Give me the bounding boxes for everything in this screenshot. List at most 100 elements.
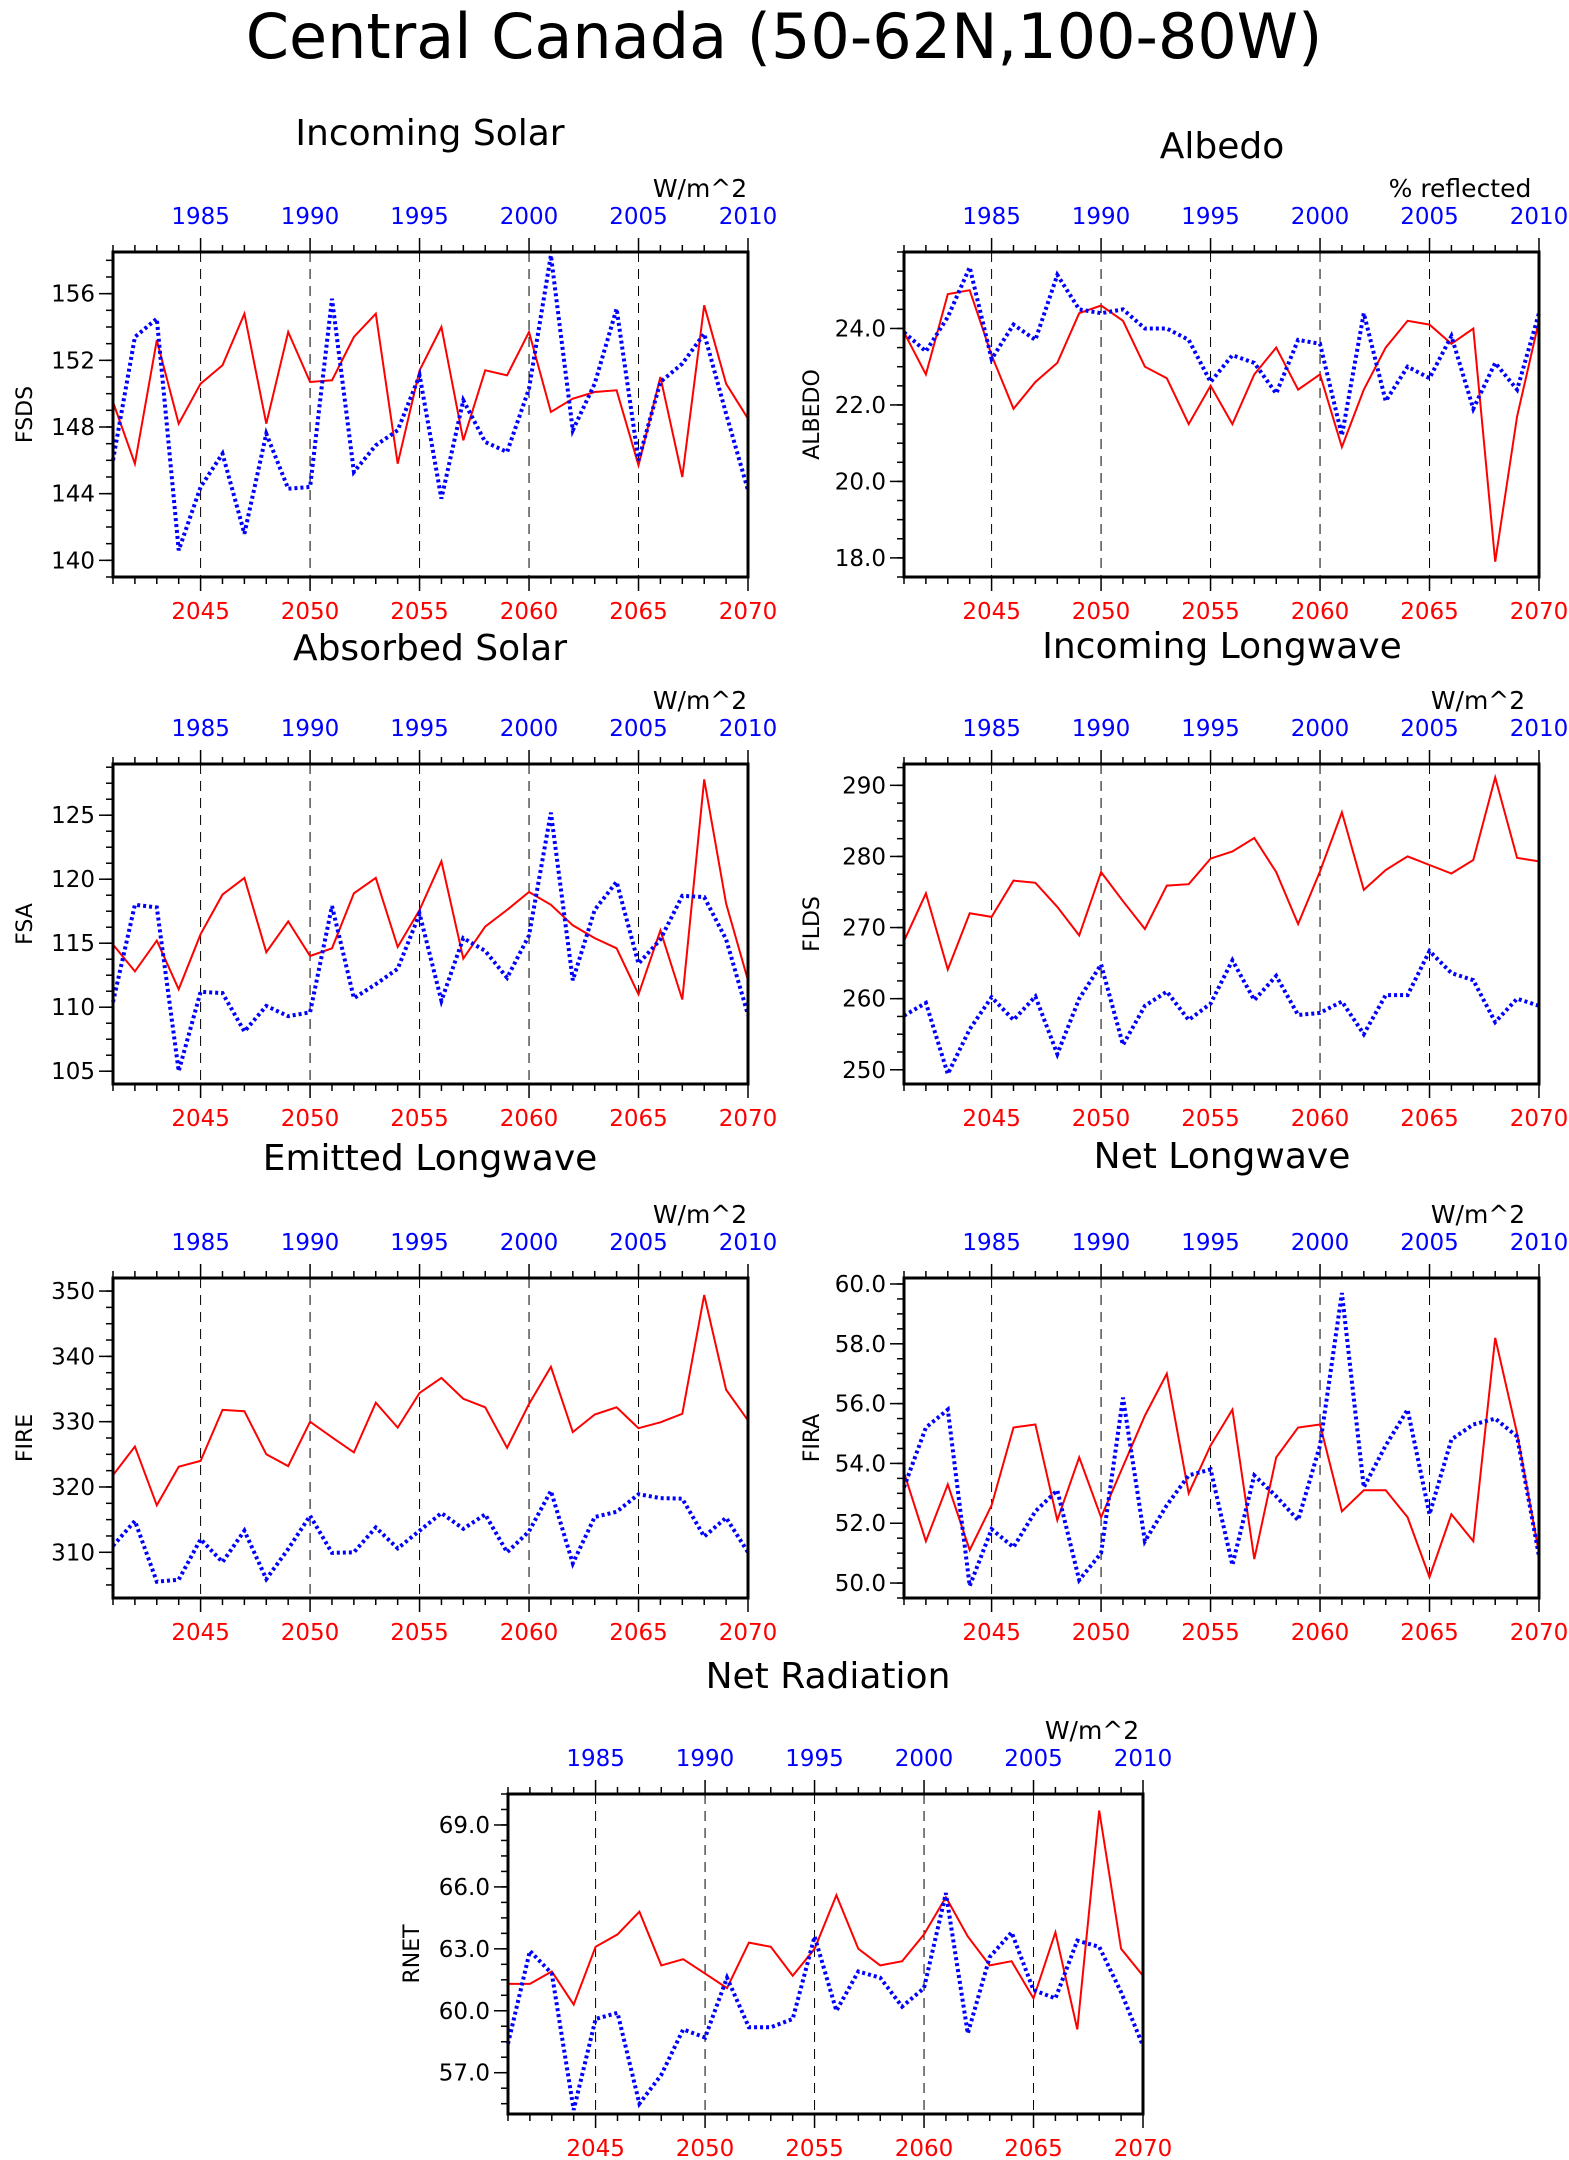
series-line-blue [506,1892,1145,2111]
series-line-red [903,289,1540,562]
x-tick-label: 2045 [962,599,1021,625]
x-top-tick-label: 2000 [1291,204,1350,230]
x-tick-label: 2055 [1181,599,1240,625]
y-axis-label: FIRE [13,1414,38,1462]
y-tick-label: 120 [51,867,95,893]
y-tick-label: 320 [51,1475,95,1501]
y-tick-label: 56.0 [835,1392,886,1418]
x-tick-label: 2050 [1072,1106,1131,1132]
units-label: W/m^2 [653,174,747,203]
panel-flds: Incoming Longwave W/m^2 FLDS 2045 2050 2055 20… [800,626,1568,1132]
x-tick-label: 2055 [1181,1620,1240,1646]
panel-rnet: Net Radiation W/m^2 RNET 2045 2050 2055 2060 20… [400,1656,1172,2160]
y-tick-label: 52.0 [835,1511,886,1537]
x-top-tick-label: 2010 [719,1230,778,1256]
x-top-tick-label: 2010 [719,204,778,230]
x-top-tick-label: 1995 [785,1746,844,1772]
series-line-red [112,1294,749,1508]
y-tick-label: 290 [842,773,886,799]
y-axis-label: FLDS [800,896,825,952]
x-top-tick-label: 1985 [171,716,230,742]
x-top-tick-label: 2000 [500,1230,559,1256]
x-top-tick-label: 1990 [1072,1230,1131,1256]
y-tick-label: 250 [842,1058,886,1084]
y-tick-label: 57.0 [439,2061,490,2087]
x-top-tick-label: 1995 [1181,716,1240,742]
x-tick-label: 2065 [1004,2136,1063,2160]
chart-panels: Incoming Solar W/m^2 FSDS 2045 2050 2055 2060 2… [13,113,1568,2160]
panel-fsa: Absorbed Solar W/m^2 FSA 2045 2050 2055 2060 20… [13,628,777,1132]
x-top-tick-label: 1995 [390,716,449,742]
series-line-blue [111,1485,750,1584]
panel-title: Incoming Solar [295,113,564,154]
y-tick-label: 350 [51,1279,95,1305]
x-top-tick-label: 1995 [390,1230,449,1256]
x-tick-label: 2070 [1510,599,1569,625]
y-tick-label: 24.0 [835,316,886,342]
plot-frame [111,762,750,1086]
y-axis-label: ALBEDO [800,369,825,460]
x-top-tick-label: 1985 [566,1746,625,1772]
x-tick-label: 2050 [281,1620,340,1646]
main-title: Central Canada (50-62N,100-80W) [246,0,1323,73]
units-label: W/m^2 [653,1200,747,1229]
plot-frame [902,1276,1541,1600]
y-tick-label: 54.0 [835,1451,886,1477]
x-tick-label: 2060 [1291,1106,1350,1132]
series-line-blue [111,812,750,1072]
x-top-tick-label: 2000 [1291,1230,1350,1256]
x-top-tick-label: 2005 [1400,204,1459,230]
x-tick-label: 2055 [390,599,449,625]
x-top-tick-label: 2010 [1510,716,1569,742]
x-tick-label: 2060 [1291,1620,1350,1646]
y-tick-label: 22.0 [835,393,886,419]
x-tick-label: 2045 [171,599,230,625]
x-tick-label: 2060 [895,2136,954,2160]
units-label: W/m^2 [1045,1716,1139,1745]
x-tick-label: 2055 [390,1106,449,1132]
x-tick-label: 2050 [281,599,340,625]
x-top-tick-label: 2000 [500,716,559,742]
x-tick-label: 2045 [962,1620,1021,1646]
x-tick-label: 2055 [1181,1106,1240,1132]
units-label: W/m^2 [1431,686,1525,715]
y-axis-label: FIRA [800,1414,825,1463]
panel-title: Net Radiation [706,1656,951,1697]
x-tick-label: 2050 [1072,599,1131,625]
units-label: W/m^2 [653,686,747,715]
x-tick-label: 2045 [566,2136,625,2160]
x-top-tick-label: 1985 [962,1230,1021,1256]
y-tick-label: 105 [51,1059,95,1085]
x-top-tick-label: 2005 [609,204,668,230]
x-top-tick-label: 2005 [609,716,668,742]
series-line-blue [902,261,1541,436]
x-top-tick-label: 2000 [1291,716,1350,742]
y-tick-label: 340 [51,1344,95,1370]
x-tick-label: 2070 [1114,2136,1173,2160]
y-tick-label: 50.0 [835,1571,886,1597]
panel-title: Incoming Longwave [1042,626,1402,667]
y-tick-label: 310 [51,1540,95,1566]
series-line-red [112,779,749,1000]
x-top-tick-label: 1990 [676,1746,735,1772]
x-top-tick-label: 2000 [895,1746,954,1772]
x-tick-label: 2060 [500,1620,559,1646]
x-tick-label: 2050 [281,1106,340,1132]
y-tick-label: 140 [51,548,95,574]
units-label: % reflected [1389,174,1532,203]
x-top-tick-label: 1985 [171,1230,230,1256]
panel-albedo: Albedo % reflected ALBEDO 2045 2050 2055 2060 2… [800,126,1568,625]
x-tick-label: 2050 [1072,1620,1131,1646]
x-tick-label: 2055 [390,1620,449,1646]
units-label: W/m^2 [1431,1200,1525,1229]
y-axis-label: FSA [13,903,38,945]
x-top-tick-label: 1995 [1181,1230,1240,1256]
plot-frame [111,1276,750,1600]
series-line-red [508,1810,1144,2030]
plot-frame [902,762,1541,1086]
y-tick-label: 144 [51,482,95,508]
x-tick-label: 2070 [1510,1620,1569,1646]
x-tick-label: 2070 [719,1620,778,1646]
y-tick-label: 66.0 [439,1875,490,1901]
